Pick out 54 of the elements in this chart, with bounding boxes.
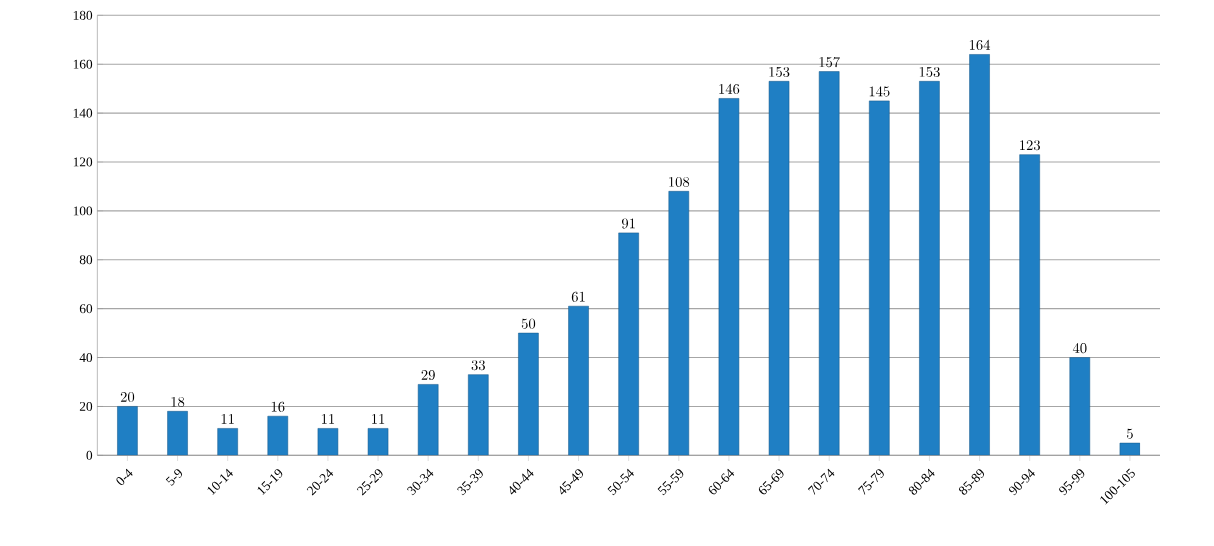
y-tick-label: 60 bbox=[79, 304, 93, 314]
bar bbox=[768, 81, 790, 456]
data-label: 18 bbox=[171, 396, 185, 407]
bar bbox=[167, 411, 188, 456]
data-label: 153 bbox=[769, 66, 790, 77]
data-label: 153 bbox=[919, 66, 940, 77]
data-label: 20 bbox=[120, 392, 135, 403]
data-label: 11 bbox=[321, 414, 335, 424]
data-label: 5 bbox=[1127, 428, 1133, 439]
data-label: 91 bbox=[621, 218, 635, 229]
bar bbox=[1119, 442, 1141, 456]
data-label: 33 bbox=[471, 360, 485, 371]
data-label: 146 bbox=[719, 83, 740, 95]
bar bbox=[117, 406, 138, 456]
y-tick-label: 120 bbox=[73, 157, 93, 167]
data-label: 40 bbox=[1072, 342, 1087, 354]
y-tick-label: 40 bbox=[79, 353, 93, 363]
bar bbox=[1069, 357, 1091, 456]
data-label: 164 bbox=[969, 39, 991, 51]
bar bbox=[818, 71, 840, 456]
x-tick-label: 0-4 bbox=[116, 468, 133, 485]
data-label: 157 bbox=[819, 56, 840, 68]
data-label: 16 bbox=[271, 401, 285, 412]
bar bbox=[217, 428, 238, 456]
data-label: 11 bbox=[221, 414, 234, 424]
data-label: 145 bbox=[869, 86, 890, 97]
y-tick-label: 160 bbox=[73, 59, 93, 69]
bar bbox=[1019, 154, 1040, 456]
bar bbox=[267, 415, 289, 456]
bar bbox=[869, 100, 890, 456]
bar bbox=[468, 374, 489, 456]
x-tick-label: 5-9 bbox=[165, 469, 183, 486]
data-label: 123 bbox=[1020, 140, 1040, 151]
bar bbox=[367, 428, 389, 456]
bar bbox=[718, 98, 740, 456]
bar bbox=[518, 332, 539, 456]
y-tick-label: 100 bbox=[73, 206, 93, 216]
y-tick-label: 140 bbox=[73, 108, 93, 118]
y-tick-label: 180 bbox=[73, 10, 93, 20]
y-tick-label: 20 bbox=[79, 401, 93, 411]
data-label: 61 bbox=[571, 291, 585, 302]
bar bbox=[417, 384, 439, 456]
bar bbox=[317, 428, 339, 456]
bar bbox=[969, 54, 990, 456]
bar bbox=[568, 305, 589, 456]
data-label: 108 bbox=[669, 176, 690, 187]
data-label: 11 bbox=[372, 414, 385, 424]
bar bbox=[919, 81, 940, 456]
y-tick-label: 80 bbox=[79, 255, 93, 265]
data-label: 29 bbox=[421, 370, 435, 381]
bar bbox=[618, 232, 639, 456]
bar bbox=[668, 191, 690, 456]
data-label: 50 bbox=[521, 318, 536, 329]
y-tick-label: 0 bbox=[86, 450, 93, 460]
